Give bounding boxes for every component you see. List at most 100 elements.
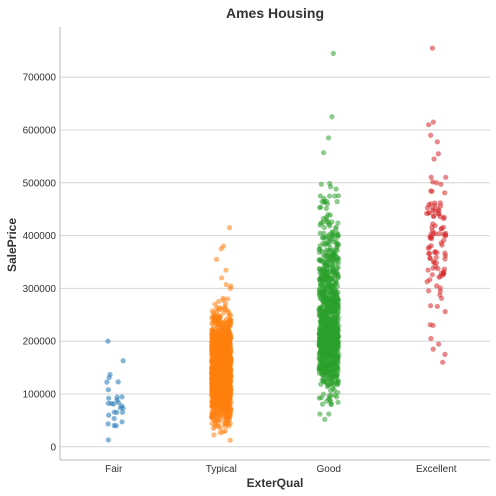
data-point xyxy=(434,283,440,289)
data-point xyxy=(105,421,111,427)
data-point xyxy=(223,325,229,331)
data-point xyxy=(335,220,341,226)
data-point xyxy=(318,181,324,187)
data-point xyxy=(321,234,327,240)
data-point xyxy=(223,281,229,288)
data-point xyxy=(220,295,226,301)
data-point xyxy=(429,45,436,51)
data-point xyxy=(441,237,447,243)
data-point xyxy=(119,394,125,400)
data-point xyxy=(320,150,327,156)
data-point xyxy=(320,216,326,222)
data-point xyxy=(218,382,224,389)
data-point xyxy=(323,205,329,212)
data-point xyxy=(335,399,341,405)
data-point xyxy=(317,246,323,252)
x-tick-label: Good xyxy=(317,464,341,475)
data-point xyxy=(222,428,228,434)
data-point xyxy=(428,231,434,237)
data-point xyxy=(333,312,340,319)
data-point xyxy=(332,308,339,314)
data-point xyxy=(221,380,228,386)
data-point xyxy=(435,151,441,157)
data-point xyxy=(225,296,231,302)
data-point xyxy=(334,331,340,337)
data-point xyxy=(426,122,432,128)
series-fair xyxy=(104,338,126,443)
data-point xyxy=(222,341,228,347)
x-tick-labels: Fair Typical Good Excellent xyxy=(105,464,457,475)
data-point xyxy=(322,330,328,336)
data-point xyxy=(213,256,220,262)
data-point xyxy=(328,401,334,407)
data-point xyxy=(329,341,336,347)
data-point xyxy=(436,231,442,237)
data-point xyxy=(326,392,332,399)
data-point xyxy=(334,345,340,351)
data-point xyxy=(434,303,440,310)
data-point xyxy=(442,250,448,256)
data-point xyxy=(212,340,218,347)
data-point xyxy=(323,286,330,292)
data-point xyxy=(227,389,233,395)
x-tick-label: Fair xyxy=(105,464,123,475)
data-point xyxy=(322,416,328,422)
data-point xyxy=(328,259,334,265)
data-point xyxy=(218,351,224,357)
data-point xyxy=(219,275,225,281)
gridlines xyxy=(60,76,490,448)
data-point xyxy=(329,114,335,120)
data-point xyxy=(333,224,339,230)
y-tick-label: 500000 xyxy=(23,178,57,189)
data-point xyxy=(213,399,219,405)
data-point xyxy=(327,193,333,199)
data-point xyxy=(425,267,431,273)
data-point xyxy=(333,240,340,246)
data-point xyxy=(318,272,325,278)
data-point xyxy=(323,352,329,358)
y-tick-label: 200000 xyxy=(23,337,57,348)
data-point xyxy=(228,283,234,289)
y-tick-label: 400000 xyxy=(23,231,57,242)
data-point xyxy=(322,261,328,267)
data-point xyxy=(328,352,334,358)
data-point xyxy=(223,369,230,375)
data-point xyxy=(427,277,433,283)
data-point xyxy=(210,383,216,389)
data-point xyxy=(227,379,234,385)
data-point xyxy=(335,378,341,384)
data-point xyxy=(335,233,341,239)
data-point xyxy=(334,371,340,378)
data-point xyxy=(427,322,433,328)
data-point xyxy=(210,333,216,339)
data-point xyxy=(215,328,221,334)
data-point xyxy=(437,200,443,206)
data-point xyxy=(327,281,333,287)
data-point xyxy=(334,199,340,205)
data-point xyxy=(223,411,229,417)
data-point xyxy=(317,327,323,334)
data-point xyxy=(429,272,435,278)
data-point xyxy=(105,338,111,344)
data-point xyxy=(227,437,233,443)
data-point xyxy=(317,230,323,236)
data-point xyxy=(324,364,330,370)
data-point xyxy=(217,429,223,436)
data-point xyxy=(218,306,224,312)
data-point xyxy=(115,399,122,406)
data-point xyxy=(215,315,221,321)
data-point xyxy=(335,255,341,261)
data-point xyxy=(330,276,336,282)
data-point xyxy=(221,333,228,339)
data-point xyxy=(325,219,331,225)
data-point xyxy=(441,266,448,272)
data-point xyxy=(119,409,126,415)
data-point xyxy=(106,412,112,418)
data-points xyxy=(104,45,449,443)
data-point xyxy=(330,50,336,57)
data-point xyxy=(119,419,125,425)
data-point xyxy=(431,156,437,162)
data-point xyxy=(329,377,335,383)
